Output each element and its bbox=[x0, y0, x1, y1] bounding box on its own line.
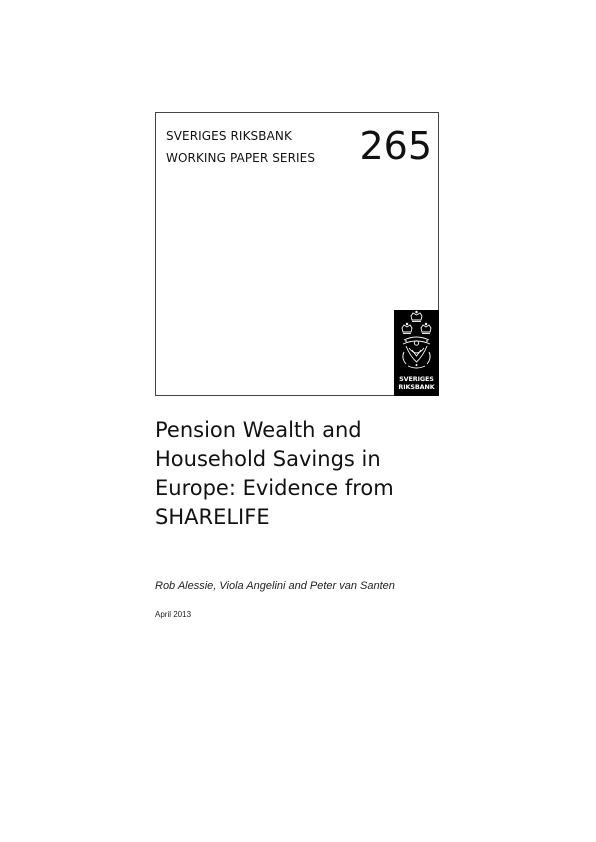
authors: Rob Alessie, Viola Angelini and Peter va… bbox=[155, 580, 395, 592]
publisher-line-1: SVERIGES RIKSBANK bbox=[166, 129, 292, 143]
publisher-name: SVERIGES RIKSBANK WORKING PAPER SERIES bbox=[166, 125, 315, 169]
logo-text-sveriges: SVERIGES bbox=[399, 375, 434, 383]
publisher-line-2: WORKING PAPER SERIES bbox=[166, 151, 316, 165]
issue-number: 265 bbox=[359, 124, 432, 168]
cover-box: SVERIGES RIKSBANK WORKING PAPER SERIES 2… bbox=[155, 112, 439, 396]
title-line-1: Pension Wealth and bbox=[155, 418, 362, 442]
riksbank-logo: SVERIGES RIKSBANK bbox=[394, 310, 439, 396]
logo-text-riksbank: RIKSBANK bbox=[398, 383, 435, 391]
title-line-3: Europe: Evidence from bbox=[155, 476, 394, 500]
title-line-4: SHARELIFE bbox=[155, 505, 270, 529]
publication-date: April 2013 bbox=[155, 610, 192, 619]
riksbank-crowns-emblem-icon bbox=[401, 310, 432, 369]
title-line-2: Household Savings in bbox=[155, 447, 381, 471]
paper-title: Pension Wealth and Household Savings in … bbox=[155, 416, 455, 532]
